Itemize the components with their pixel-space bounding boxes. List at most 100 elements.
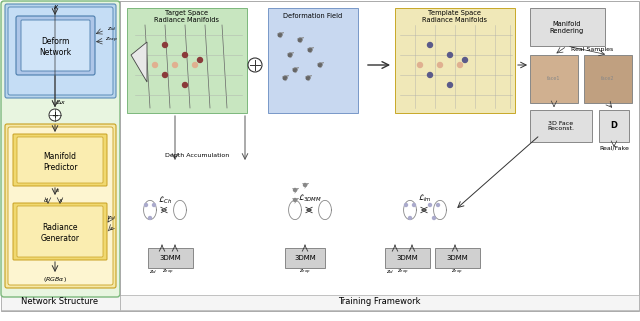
Text: 3DMM: 3DMM [396,255,418,261]
Text: face2: face2 [601,76,615,82]
Circle shape [173,63,177,67]
Text: $z_{id}$: $z_{id}$ [386,268,394,276]
Circle shape [404,204,408,206]
Text: $z_{exp}$: $z_{exp}$ [451,267,463,277]
Text: 3D Face
Reconst.: 3D Face Reconst. [547,121,575,131]
Text: $z_{exp}$: $z_{exp}$ [106,35,118,45]
Text: d: d [44,197,48,203]
Text: $\varepsilon$: $\varepsilon$ [109,224,115,231]
Text: $z_{exp}$: $z_{exp}$ [397,267,409,277]
Circle shape [417,63,422,67]
Circle shape [447,82,452,88]
FancyBboxPatch shape [8,127,113,285]
Text: $\mathcal{L}_{lm}$: $\mathcal{L}_{lm}$ [418,192,432,204]
FancyBboxPatch shape [17,206,103,257]
Circle shape [182,82,188,88]
Circle shape [298,38,302,42]
Text: $\Delta x$: $\Delta x$ [56,98,66,106]
Circle shape [428,73,433,77]
Circle shape [428,42,433,48]
Bar [268,8,358,113]
Text: 3DMM: 3DMM [446,255,468,261]
Text: $z_{exp}$: $z_{exp}$ [162,267,174,277]
Text: $(RGB\alpha)$: $(RGB\alpha)$ [43,275,67,284]
Bar [530,55,578,103]
Text: $z_{id}$: $z_{id}$ [108,25,116,33]
Text: 3DMM: 3DMM [294,255,316,261]
Circle shape [148,216,152,220]
FancyBboxPatch shape [8,7,113,95]
Bar [530,110,592,142]
Circle shape [163,73,168,77]
Circle shape [463,57,467,63]
Text: x: x [58,197,62,203]
Circle shape [447,53,452,57]
Text: Manifold
Rendering: Manifold Rendering [550,22,584,34]
Text: $z_{exp}$: $z_{exp}$ [299,267,311,277]
Text: Manifold
Predictor: Manifold Predictor [43,152,77,172]
Text: Radiance
Generator: Radiance Generator [40,223,79,243]
Circle shape [458,63,463,67]
Bar [1,295,120,310]
FancyBboxPatch shape [5,124,116,288]
Circle shape [182,53,188,57]
Polygon shape [131,42,147,82]
Circle shape [294,188,296,192]
Circle shape [306,76,310,80]
Text: s: s [56,187,60,193]
FancyBboxPatch shape [13,134,107,186]
Circle shape [49,109,61,121]
FancyBboxPatch shape [17,137,103,183]
Circle shape [429,204,431,206]
Text: Deform
Network: Deform Network [39,37,71,57]
Text: Deformation Field: Deformation Field [284,13,342,19]
Circle shape [248,58,262,72]
Text: $\mathcal{L}_{3DMM}$: $\mathcal{L}_{3DMM}$ [298,192,322,204]
Text: Target Space
Radiance Manifolds: Target Space Radiance Manifolds [154,10,220,22]
Text: Real Samples: Real Samples [571,48,613,53]
Circle shape [433,216,435,220]
Bar [127,8,247,113]
FancyBboxPatch shape [1,1,120,297]
Circle shape [163,42,168,48]
FancyBboxPatch shape [16,16,95,75]
Bar [285,248,325,268]
Circle shape [303,184,307,187]
Circle shape [278,33,282,37]
Text: Template Space
Radiance Manifolds: Template Space Radiance Manifolds [422,10,488,22]
Text: +: + [51,110,58,119]
Text: Depth Accumulation: Depth Accumulation [165,152,229,158]
FancyBboxPatch shape [13,203,107,260]
Bar [395,8,515,113]
Text: Network Structure: Network Structure [21,298,99,307]
Circle shape [283,76,287,80]
FancyBboxPatch shape [5,4,116,98]
Circle shape [145,204,147,206]
Text: D: D [611,122,618,131]
Circle shape [293,68,297,72]
Text: x: x [53,4,57,10]
Bar [120,295,639,310]
FancyBboxPatch shape [21,20,90,71]
Text: $z_{id}$: $z_{id}$ [148,268,157,276]
Text: Real/Fake: Real/Fake [599,145,629,151]
Text: face1: face1 [547,76,561,82]
Bar [530,8,605,46]
Circle shape [438,63,442,67]
Bar [148,248,193,268]
Text: $z_{id}$: $z_{id}$ [108,214,116,222]
Bar [584,55,632,103]
Bar [385,248,430,268]
Circle shape [152,204,156,206]
Text: Training Framework: Training Framework [338,298,420,307]
Circle shape [198,57,202,63]
Circle shape [408,216,412,220]
Bar [599,110,629,142]
Bar [435,248,480,268]
Circle shape [436,204,440,206]
Circle shape [413,204,415,206]
Circle shape [318,63,322,67]
Circle shape [308,48,312,52]
Circle shape [294,198,296,202]
Text: $\mathcal{L}_{Ch}$: $\mathcal{L}_{Ch}$ [158,194,172,206]
